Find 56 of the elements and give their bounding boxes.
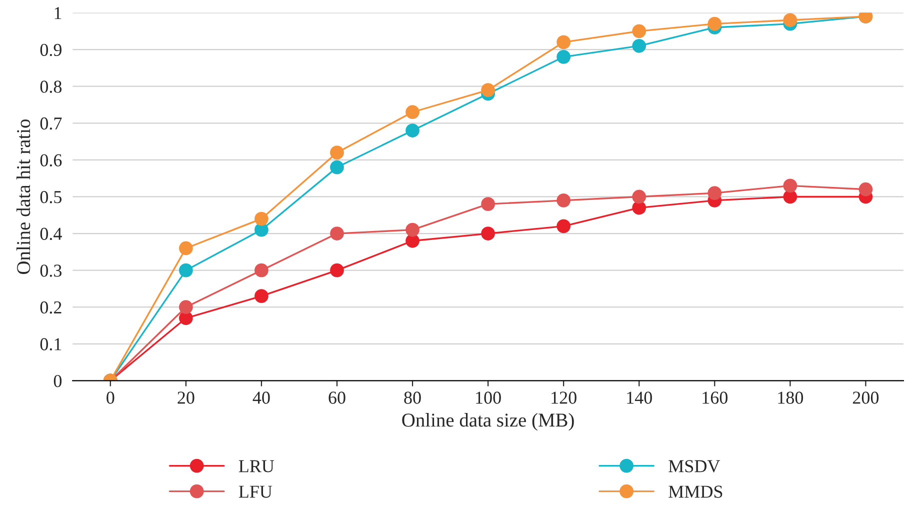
point bbox=[330, 226, 344, 240]
point bbox=[330, 160, 344, 174]
point bbox=[178, 263, 193, 278]
point bbox=[783, 13, 798, 28]
point bbox=[254, 263, 268, 278]
point bbox=[481, 197, 495, 212]
point bbox=[556, 50, 571, 64]
y-tick-label: 0.3 bbox=[40, 264, 62, 277]
y-tick-label: 0 bbox=[54, 374, 62, 388]
legend-label: LFU bbox=[238, 486, 272, 498]
y-tick-label: 0.2 bbox=[40, 301, 62, 314]
x-tick-label: 40 bbox=[252, 392, 270, 404]
point bbox=[632, 38, 646, 53]
point bbox=[481, 83, 495, 97]
point bbox=[632, 190, 646, 204]
point bbox=[330, 146, 344, 160]
y-tick-label: 0.8 bbox=[40, 80, 62, 93]
point bbox=[858, 182, 873, 196]
x-tick-label: 0 bbox=[106, 392, 114, 404]
x-tick-label: 200 bbox=[852, 392, 879, 404]
point bbox=[254, 289, 268, 304]
y-tick-label: 0.6 bbox=[40, 154, 62, 166]
x-tick-label: 20 bbox=[178, 392, 194, 404]
y-tick-label: 0.4 bbox=[40, 228, 62, 240]
point bbox=[406, 105, 420, 120]
y-axis-title: Online data hit ratio bbox=[16, 119, 30, 274]
point bbox=[330, 263, 344, 278]
x-tick-label: 100 bbox=[476, 392, 501, 404]
point bbox=[254, 212, 268, 226]
point bbox=[632, 24, 646, 38]
y-tick-label: 1 bbox=[54, 7, 62, 20]
point bbox=[708, 186, 722, 200]
legend-label: LRU bbox=[238, 460, 274, 472]
x-axis-title: Online data size (MB) bbox=[402, 413, 574, 431]
y-tick-label: 0.9 bbox=[40, 44, 62, 56]
point bbox=[481, 226, 495, 240]
y-tick-label: 0.1 bbox=[40, 338, 62, 350]
point bbox=[406, 222, 420, 237]
x-tick-label: 140 bbox=[627, 392, 652, 404]
legend-label: MSDV bbox=[668, 460, 720, 472]
point bbox=[783, 178, 798, 193]
point bbox=[556, 219, 571, 234]
point bbox=[178, 300, 193, 314]
y-tick-label: 0.7 bbox=[40, 117, 62, 130]
x-tick-label: 160 bbox=[702, 392, 728, 404]
point bbox=[178, 241, 193, 256]
y-tick-label: 0.5 bbox=[40, 190, 62, 204]
point bbox=[556, 35, 571, 50]
legend-label: MMDS bbox=[668, 486, 722, 498]
x-tick-label: 60 bbox=[328, 392, 346, 404]
point bbox=[556, 193, 571, 208]
point bbox=[406, 124, 420, 138]
x-tick-label: 80 bbox=[404, 392, 421, 404]
x-tick-label: 120 bbox=[552, 392, 576, 404]
x-tick-label: 180 bbox=[778, 392, 804, 404]
point bbox=[708, 16, 722, 31]
